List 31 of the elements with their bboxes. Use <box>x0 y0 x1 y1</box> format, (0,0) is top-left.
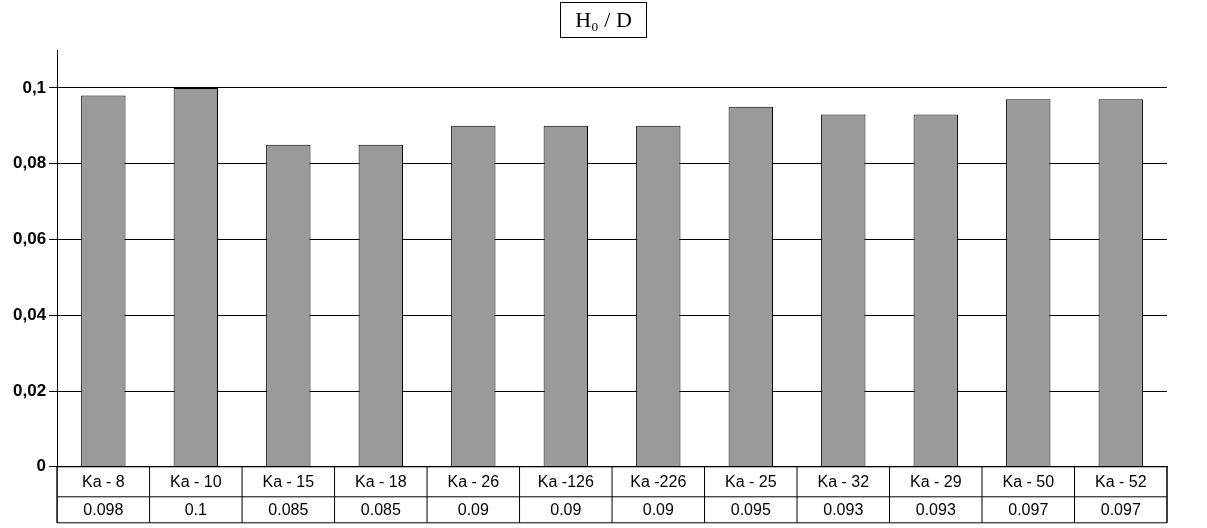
x-tick-label: Ka - 32 <box>817 472 870 490</box>
data-label: 0.097 <box>1008 501 1049 519</box>
data-label: 0.085 <box>360 501 401 519</box>
data-label: 0.09 <box>550 501 582 519</box>
y-tick-label: 0,04 <box>12 304 47 324</box>
y-tick-label: 0,06 <box>12 229 47 249</box>
x-tick-label: Ka - 18 <box>355 472 407 490</box>
x-tick-label: Ka - 29 <box>909 472 962 490</box>
chart-title: H₀ / D <box>560 2 647 38</box>
x-tick-label: Ka -126 <box>537 472 594 490</box>
data-label: 0.093 <box>915 501 956 519</box>
data-label: 0.09 <box>457 501 489 519</box>
x-tick-label: Ka - 26 <box>447 472 500 490</box>
data-label: 0.095 <box>730 501 771 519</box>
x-tick-label: Ka - 10 <box>170 472 222 490</box>
y-tick-label: 0,1 <box>22 77 47 97</box>
data-label: 0.097 <box>1100 501 1141 519</box>
data-label: 0.09 <box>642 501 674 519</box>
data-label: 0.093 <box>823 501 864 519</box>
x-tick-label: Ka - 52 <box>1094 472 1147 490</box>
y-tick-label: 0,08 <box>12 153 47 173</box>
x-tick-label: Ka - 15 <box>262 472 315 490</box>
x-tick-label: Ka - 25 <box>724 472 777 490</box>
y-tick-label: 0 <box>36 456 47 476</box>
y-tick-label: 0,02 <box>12 380 47 400</box>
data-label: 0.1 <box>184 501 208 519</box>
x-tick-label: Ka - 50 <box>1002 472 1055 490</box>
x-tick-label: Ka -226 <box>630 472 687 490</box>
data-label: 0.085 <box>268 501 309 519</box>
data-label: 0.098 <box>83 501 124 519</box>
x-tick-label: Ka - 8 <box>81 472 125 490</box>
